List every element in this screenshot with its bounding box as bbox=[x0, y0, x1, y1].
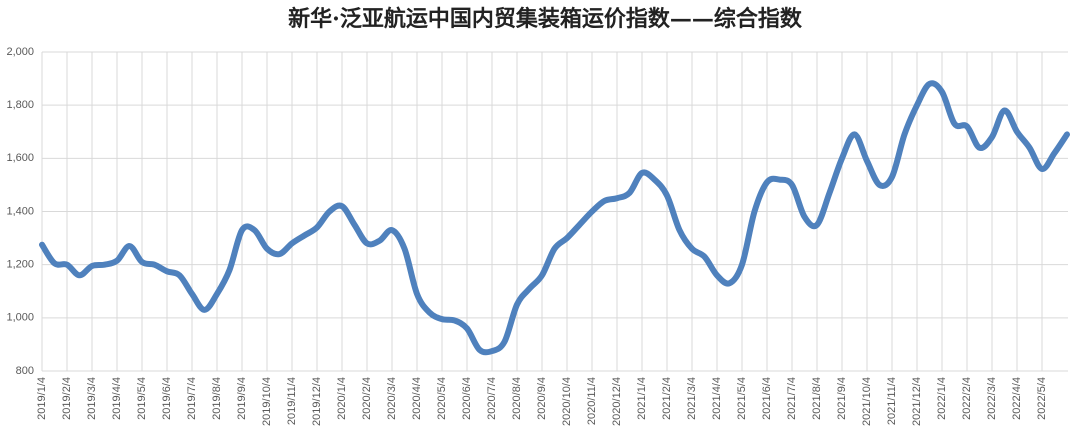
x-tick-label: 2021/11/4 bbox=[886, 377, 898, 425]
x-tick-label: 2020/3/4 bbox=[386, 377, 398, 420]
x-tick-label: 2019/9/4 bbox=[236, 377, 248, 420]
x-tick-label: 2019/10/4 bbox=[261, 377, 273, 426]
x-tick-label: 2021/5/4 bbox=[736, 377, 748, 420]
x-tick-label: 2020/10/4 bbox=[561, 377, 573, 426]
x-tick-label: 2019/5/4 bbox=[136, 377, 148, 420]
y-tick-label: 1,600 bbox=[6, 152, 34, 164]
x-tick-label: 2019/3/4 bbox=[86, 377, 98, 420]
series-line bbox=[39, 80, 1070, 356]
x-tick-label: 2020/1/4 bbox=[336, 377, 348, 420]
x-tick-label: 2019/8/4 bbox=[211, 377, 223, 420]
x-tick-label: 2019/4/4 bbox=[111, 377, 123, 420]
x-tick-label: 2020/4/4 bbox=[411, 377, 423, 420]
x-tick-label: 2021/1/4 bbox=[636, 377, 648, 420]
x-tick-label: 2021/7/4 bbox=[786, 377, 798, 420]
x-tick-label: 2021/3/4 bbox=[686, 377, 698, 420]
x-tick-label: 2019/7/4 bbox=[186, 377, 198, 420]
x-tick-label: 2019/12/4 bbox=[311, 377, 323, 426]
x-tick-label: 2020/12/4 bbox=[611, 377, 623, 426]
x-tick-label: 2020/9/4 bbox=[536, 377, 548, 420]
x-tick-label: 2022/4/4 bbox=[1011, 377, 1023, 420]
x-tick-label: 2021/12/4 bbox=[911, 377, 923, 426]
x-tick-label: 2019/6/4 bbox=[161, 377, 173, 420]
x-tick-label: 2021/9/4 bbox=[836, 377, 848, 420]
x-tick-label: 2019/11/4 bbox=[286, 377, 298, 425]
x-tick-label: 2022/3/4 bbox=[986, 377, 998, 420]
x-tick-label: 2020/11/4 bbox=[586, 377, 598, 425]
x-tick-label: 2021/10/4 bbox=[861, 377, 873, 426]
x-tick-label: 2022/1/4 bbox=[936, 377, 948, 420]
x-tick-label: 2021/4/4 bbox=[711, 377, 723, 420]
chart-title: 新华·泛亚航运中国内贸集装箱运价指数——综合指数 bbox=[288, 6, 803, 32]
y-tick-label: 2,000 bbox=[6, 46, 34, 58]
y-tick-label: 1,200 bbox=[6, 259, 34, 271]
x-tick-label: 2021/8/4 bbox=[811, 377, 823, 420]
x-tick-label: 2022/5/4 bbox=[1036, 377, 1048, 420]
y-tick-label: 800 bbox=[16, 365, 34, 377]
x-tick-label: 2022/2/4 bbox=[961, 377, 973, 420]
x-tick-label: 2021/2/4 bbox=[661, 377, 673, 420]
x-tick-label: 2019/2/4 bbox=[61, 377, 73, 420]
x-tick-label: 2020/7/4 bbox=[486, 377, 498, 420]
x-tick-label: 2020/5/4 bbox=[436, 377, 448, 420]
y-tick-label: 1,400 bbox=[6, 205, 34, 217]
x-tick-label: 2020/2/4 bbox=[361, 377, 373, 420]
y-tick-label: 1,800 bbox=[6, 99, 34, 111]
x-tick-label: 2020/6/4 bbox=[461, 377, 473, 420]
x-tick-label: 2020/8/4 bbox=[511, 377, 523, 420]
x-tick-label: 2019/1/4 bbox=[36, 377, 48, 420]
x-tick-label: 2021/6/4 bbox=[761, 377, 773, 420]
y-tick-label: 1,000 bbox=[6, 312, 34, 324]
